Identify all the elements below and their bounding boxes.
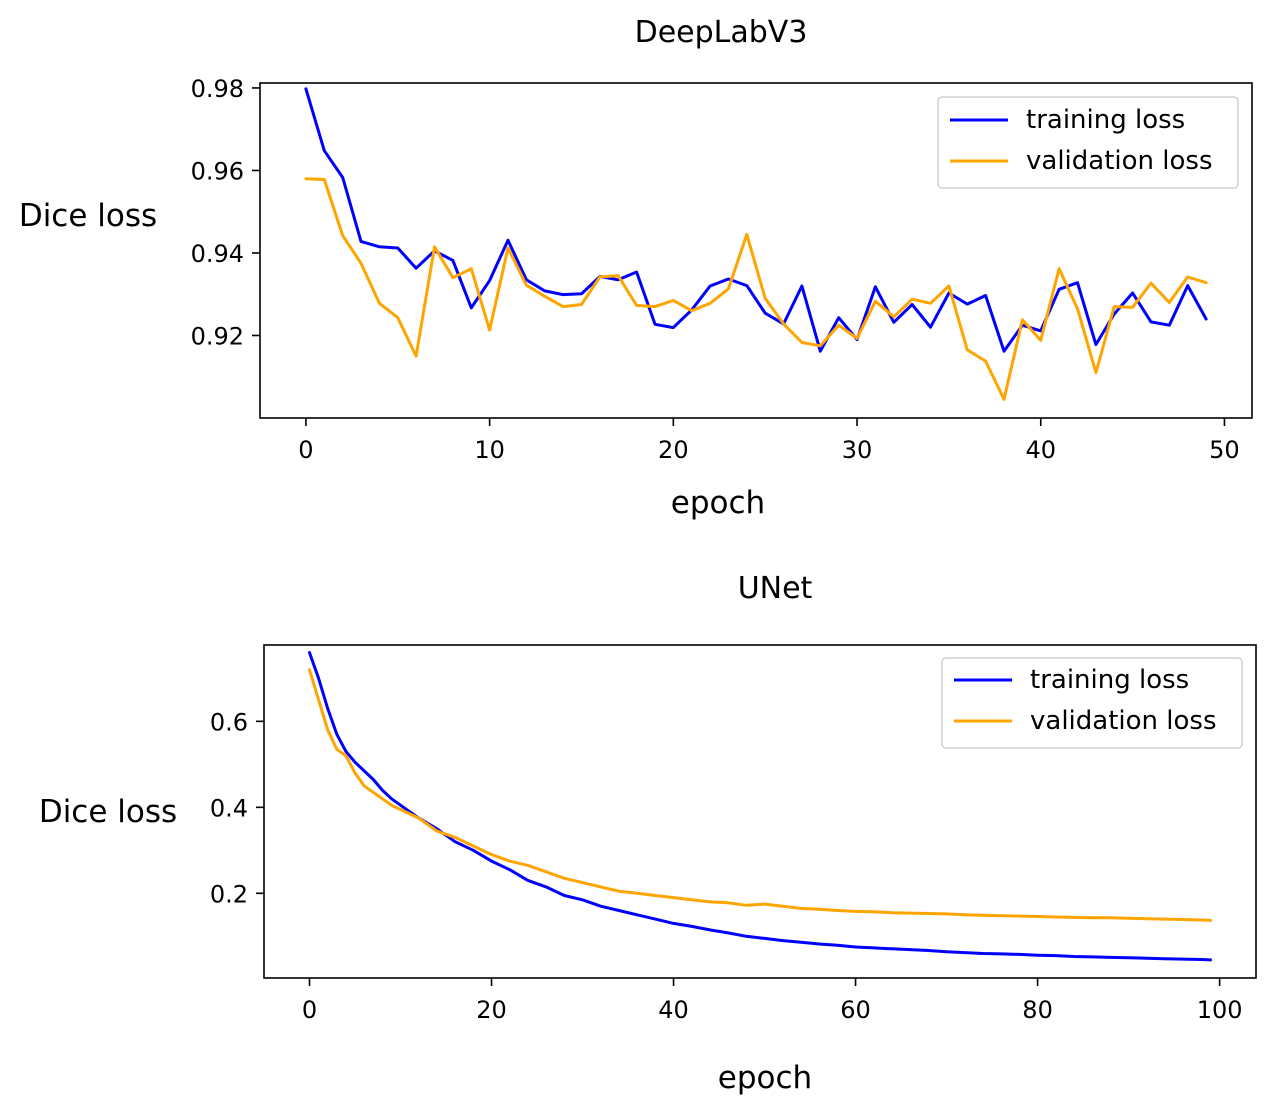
training-loss-line (308, 651, 1212, 962)
y-tick-label: 0.6 (210, 708, 248, 736)
chart-deeplabv3: DeepLabV3 Dice loss epoch 0 10 20 30 40 50 0.9… (19, 15, 1253, 521)
x-axis-label: epoch (718, 1060, 812, 1096)
tick-group: 0 20 40 60 80 100 0.2 0.4 0.6 (210, 708, 1243, 1024)
validation-loss-line (304, 177, 1208, 401)
y-tick-label: 0.98 (191, 75, 244, 103)
y-axis-label: Dice loss (39, 794, 177, 830)
x-axis-label: epoch (671, 485, 765, 521)
series-group (308, 651, 1212, 962)
chart-title: UNet (738, 571, 813, 606)
x-tick-label: 10 (474, 436, 505, 464)
chart-unet: UNet Dice loss epoch 0 20 40 60 80 1000.20.40… (39, 571, 1257, 1096)
plot-frame (259, 82, 1253, 419)
y-tick-label: 0.2 (210, 880, 248, 908)
legend: training loss validation loss (941, 657, 1243, 749)
x-tick-label: 80 (1022, 996, 1053, 1024)
x-tick-label: 0 (302, 996, 317, 1024)
x-tick-label: 40 (1025, 436, 1056, 464)
x-tick-label: 100 (1197, 996, 1243, 1024)
x-tick-label: 60 (840, 996, 871, 1024)
y-axis-label: Dice loss (19, 198, 157, 234)
legend-label-validation: validation loss (1030, 706, 1217, 736)
x-tick-label: 40 (658, 996, 689, 1024)
legend-label-training: training loss (1030, 665, 1189, 695)
legend: training loss validation loss (937, 96, 1239, 189)
training-loss-line (304, 87, 1208, 353)
y-tick-label: 0.92 (191, 322, 244, 350)
x-tick-label: 30 (842, 436, 873, 464)
legend-box (941, 657, 1243, 749)
chart-title: DeepLabV3 (635, 15, 808, 50)
y-tick-label: 0.4 (210, 794, 248, 822)
plot-frame (263, 644, 1257, 979)
y-tick-label: 0.96 (191, 157, 244, 185)
x-tick-label: 20 (658, 436, 689, 464)
tick-group: 0 10 20 30 40 50 0.92 0.94 0.96 0.98 (191, 75, 1240, 464)
legend-label-training: training loss (1026, 105, 1185, 135)
x-tick-label: 50 (1209, 436, 1240, 464)
x-tick-label: 0 (298, 436, 313, 464)
legend-label-validation: validation loss (1026, 146, 1213, 176)
legend-box (937, 96, 1239, 189)
validation-loss-line (308, 668, 1212, 922)
x-tick-label: 20 (476, 996, 507, 1024)
series-group (304, 87, 1208, 401)
y-tick-label: 0.94 (191, 240, 244, 268)
